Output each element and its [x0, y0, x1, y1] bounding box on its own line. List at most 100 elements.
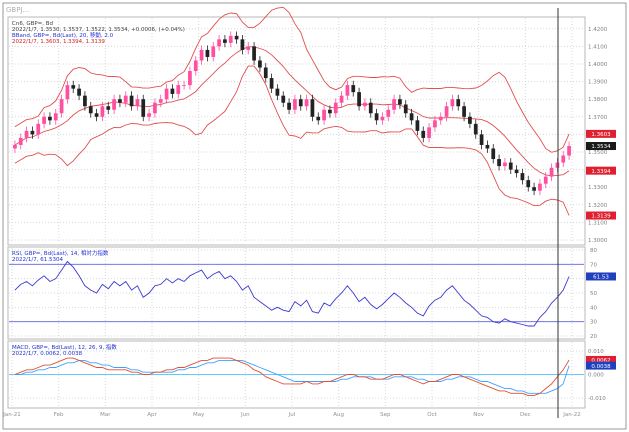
candle-body — [468, 116, 472, 124]
candle-body — [223, 39, 227, 43]
macd-tick-label: -0.010 — [588, 396, 606, 402]
bollinger-bands — [14, 6, 570, 216]
macd-series — [9, 357, 584, 397]
macd-legend-name: MACD, GBP=, Bd(Last), 12, 26, 9, 指数 — [12, 343, 117, 351]
price-tick-label: 1.4000 — [588, 62, 608, 68]
candle-body — [158, 99, 163, 103]
candle-body — [293, 99, 297, 110]
rsi-panel[interactable] — [7, 246, 586, 340]
price-tag: 1.3534 — [591, 144, 611, 150]
main-legend-symbol: Cn6, GBP=, Bd — [12, 21, 53, 27]
candle-body — [77, 88, 81, 96]
candle-body — [508, 162, 513, 170]
time-tick-label: Jul — [288, 412, 296, 418]
macd-value-tag: 0.0062 — [591, 358, 610, 364]
candle-body — [328, 109, 332, 114]
price-tick-label: 1.3300 — [588, 185, 608, 191]
candle-body — [252, 46, 256, 61]
band-middle-tag-bg — [586, 166, 616, 175]
candle-body — [310, 99, 315, 117]
rsi-legend-name: RSI, GBP=, Bd(Last), 14, 相対力指数 — [12, 249, 109, 257]
candle-body — [24, 130, 29, 138]
candle-body — [18, 137, 23, 145]
candle-body — [176, 85, 181, 94]
candle-body — [147, 113, 151, 117]
price-tick-label: 1.3500 — [588, 150, 608, 156]
candle-body — [182, 85, 186, 86]
rsi-tick-label: 40 — [590, 305, 597, 311]
candle-body — [357, 92, 361, 107]
time-axis: Jan-21 Feb Mar Apr May Jun Jul Aug Sep Oct Nov Dec J… — [2, 412, 580, 418]
rsi-value-tag-bg — [586, 272, 616, 281]
candle-body — [351, 85, 356, 93]
price-tick-label: 1.3100 — [588, 220, 608, 226]
candle-body — [479, 134, 484, 145]
main-panel[interactable] — [7, 16, 586, 246]
candle-body — [234, 35, 239, 40]
candle-body — [53, 113, 58, 121]
candle-body — [188, 71, 192, 86]
band-upper-tag-bg — [586, 129, 616, 138]
time-tick-label: Apr — [147, 412, 157, 418]
candle-body — [217, 39, 221, 47]
candle-body — [71, 85, 76, 89]
time-tick-label: May — [193, 412, 205, 418]
candle-body — [514, 169, 519, 174]
main-legend-bband: BBand, GBP=, Bd(Last), 20, 移動, 2.0 — [12, 31, 114, 39]
candle-body — [228, 35, 233, 43]
time-tick-label: Dec — [520, 412, 531, 418]
band-lower-tag: 1.3139 — [591, 214, 611, 220]
candle-body — [13, 144, 17, 149]
candle-body — [258, 60, 262, 68]
macd-tick-label: 0.000 — [588, 373, 604, 379]
band-lower-tag-bg — [586, 211, 616, 220]
bollinger-middle — [14, 46, 570, 177]
candle-body — [520, 173, 525, 181]
window-tag: GBPJ... — [6, 6, 29, 14]
candle-body — [491, 148, 496, 160]
candle-body — [456, 99, 461, 107]
candle-body — [561, 155, 566, 163]
candle-body — [263, 67, 268, 79]
time-tick-label: Aug — [333, 412, 344, 418]
candle-body — [106, 106, 111, 110]
candle-body — [123, 95, 128, 103]
candle-body — [199, 49, 204, 61]
rsi-series — [9, 260, 584, 327]
candle-body — [112, 99, 116, 110]
time-tick-label: Oct — [427, 412, 437, 418]
candle-body — [164, 88, 169, 100]
macd-axis: 0.010 0.000 -0.010 — [588, 349, 606, 402]
price-tick-label: 1.3200 — [588, 203, 608, 209]
macd-panel[interactable] — [7, 340, 586, 409]
candle-body — [386, 109, 391, 117]
time-tick-label: Jun — [240, 412, 250, 418]
candle-body — [287, 102, 291, 110]
candle-body — [380, 116, 385, 121]
candle-body — [363, 102, 367, 107]
candle-body — [462, 106, 466, 117]
candle-body — [129, 95, 134, 107]
main-legend-ohlc: 2022/1/7, 1.3530, 1.3537, 1.3522, 1.3534… — [12, 27, 185, 33]
price-tick-label: 1.3900 — [588, 80, 608, 86]
candle-body — [193, 60, 198, 72]
candle-body — [118, 99, 122, 103]
candle-body — [275, 88, 280, 96]
candle-body — [153, 102, 157, 114]
signal-value-tag: 0.0038 — [591, 364, 611, 370]
price-tag-bg — [586, 142, 616, 151]
time-tick-label: Sep — [380, 412, 391, 418]
price-tick-label: 1.4200 — [588, 27, 608, 33]
candle-body — [421, 130, 426, 138]
rsi-tick-label: 20 — [590, 334, 597, 340]
macd-signal-line — [14, 359, 570, 394]
rsi-tick-label: 50 — [590, 291, 597, 297]
candle-body — [485, 144, 490, 149]
time-tick-label: Jan-21 — [2, 412, 20, 418]
candle-body — [36, 123, 41, 135]
candle-body — [246, 46, 251, 50]
candle-body — [415, 120, 420, 131]
candle-body — [298, 99, 303, 107]
